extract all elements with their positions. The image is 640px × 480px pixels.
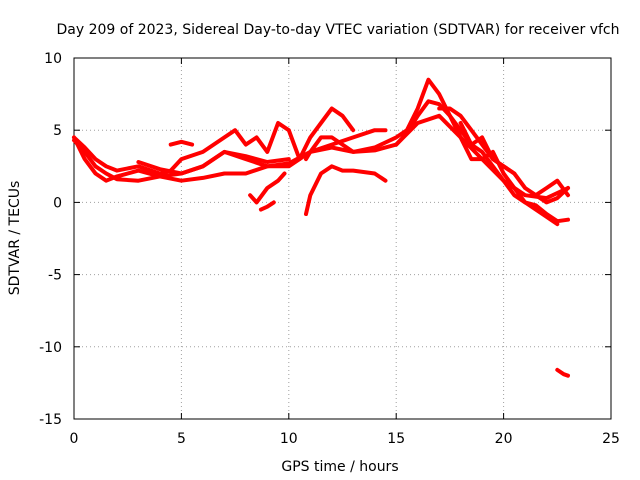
x-tick-label: 25 (602, 431, 620, 447)
series-line-track-12 (458, 121, 517, 176)
axis-ticks (73, 57, 612, 420)
series-line-track-10 (394, 99, 570, 224)
x-tick-label: 20 (495, 431, 513, 447)
data-series (72, 77, 570, 378)
series-line-track-2 (72, 106, 356, 176)
y-tick-label: -10 (39, 340, 62, 356)
series-line-track-4 (136, 149, 291, 176)
y-tick-label: 10 (44, 51, 62, 67)
series-line-track-5 (168, 139, 195, 147)
y-tick-label: 5 (53, 123, 62, 139)
plot-frame (73, 57, 612, 420)
y-tick-label: 0 (53, 195, 62, 211)
x-tick-label: 5 (177, 431, 186, 447)
y-tick-labels: -15 -10 -5 0 5 10 (39, 51, 62, 428)
x-tick-label: 15 (387, 431, 405, 447)
x-axis-label: GPS time / hours (281, 459, 398, 475)
chart-title: Day 209 of 2023, Sidereal Day-to-day VTE… (56, 22, 619, 38)
series-line-track-13 (533, 178, 570, 198)
series-line-track-14 (555, 367, 570, 378)
y-axis-label: SDTVAR / TECUs (7, 181, 23, 296)
y-tick-label: -15 (39, 412, 62, 428)
series-line-track-3 (72, 128, 388, 183)
series-line-track-7 (258, 200, 276, 212)
series-line-track-8 (304, 164, 388, 216)
x-tick-labels: 0 5 10 15 20 25 (70, 431, 620, 447)
series-line-track-9 (304, 77, 560, 227)
y-tick-label: -5 (48, 268, 62, 284)
x-tick-label: 10 (280, 431, 298, 447)
grid (74, 58, 611, 419)
x-tick-label: 0 (70, 431, 79, 447)
series-line-track-6 (248, 171, 287, 205)
